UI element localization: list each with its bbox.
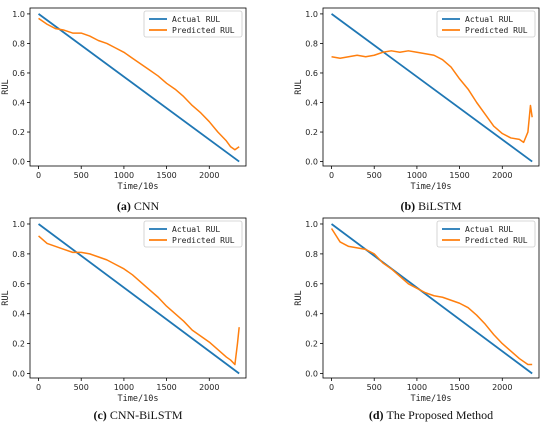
legend-box xyxy=(436,220,536,248)
x-tick-label: 1500 xyxy=(156,171,176,180)
y-tick-label: 0.2 xyxy=(305,340,318,349)
y-tick-label: 0.0 xyxy=(12,370,25,379)
plot-frame xyxy=(29,217,247,379)
y-axis-title: RUL xyxy=(294,290,304,305)
legend-label: Actual RUL xyxy=(172,225,220,234)
y-tick-label: 0.6 xyxy=(305,69,318,78)
chart-panel-3: 0 500 1000 1500 2000 0.0 0.2 0.4 0.6 0.8 1.0 Time/1… xyxy=(1,217,247,422)
x-tick-label: 1000 xyxy=(407,383,427,392)
legend-label: Actual RUL xyxy=(172,15,220,24)
x-tick-label: 0 xyxy=(36,383,41,392)
caption-text: BiLSTM xyxy=(418,199,462,213)
y-tick-label: 1.0 xyxy=(12,220,25,229)
caption-letter: (b) xyxy=(400,199,418,213)
x-tick-label: 500 xyxy=(74,383,89,392)
y-tick-label: 0.4 xyxy=(12,310,25,319)
panel-caption: (c) CNN-BiLSTM xyxy=(93,408,182,422)
series-line-predicted-rul xyxy=(38,235,240,366)
y-tick-label: 0.8 xyxy=(305,250,318,259)
x-tick-label: 1000 xyxy=(407,171,427,180)
series-line-predicted-rul xyxy=(331,50,533,144)
series-line-predicted-rul xyxy=(38,17,240,151)
legend-label: Predicted RUL xyxy=(172,236,235,245)
legend-box xyxy=(143,220,243,248)
x-tick-label: 0 xyxy=(36,171,41,180)
x-tick-label: 1500 xyxy=(156,383,176,392)
x-tick-label: 500 xyxy=(367,171,382,180)
x-tick-label: 1500 xyxy=(449,171,469,180)
x-tick-label: 500 xyxy=(367,383,382,392)
series-line-actual-rul xyxy=(38,223,240,375)
y-tick-label: 0.2 xyxy=(12,128,25,137)
caption-text: CNN xyxy=(134,199,160,213)
y-tick-label: 1.0 xyxy=(305,220,318,229)
legend-label: Predicted RUL xyxy=(172,26,235,35)
plot-frame xyxy=(322,7,540,167)
chart-panel-4: 0 500 1000 1500 2000 0.0 0.2 0.4 0.6 0.8 1.0 Time/1… xyxy=(294,217,540,422)
y-tick-label: 1.0 xyxy=(305,10,318,19)
x-tick-label: 1000 xyxy=(114,171,134,180)
legend-label: Actual RUL xyxy=(465,15,513,24)
x-tick-label: 2000 xyxy=(199,171,219,180)
legend: Actual RUL Predicted RUL xyxy=(436,10,536,38)
y-tick-label: 0.8 xyxy=(12,39,25,48)
y-tick-label: 0.0 xyxy=(12,158,25,167)
x-axis-title: Time/10s xyxy=(118,394,159,404)
x-tick-label: 2000 xyxy=(492,383,512,392)
x-tick-label: 0 xyxy=(329,171,334,180)
x-tick-label: 0 xyxy=(329,383,334,392)
panel-caption: (b) BiLSTM xyxy=(400,199,461,213)
y-tick-label: 0.4 xyxy=(305,99,318,108)
x-tick-label: 500 xyxy=(74,171,89,180)
x-axis-title: Time/10s xyxy=(411,182,452,192)
y-tick-label: 0.6 xyxy=(12,69,25,78)
chart-panel-1: 0 500 1000 1500 2000 0.0 0.2 0.4 0.6 0.8 1.0 Time/1… xyxy=(1,7,247,213)
legend-box xyxy=(436,10,536,38)
caption-letter: (a) xyxy=(117,199,134,213)
panel-caption: (a) CNN xyxy=(117,199,160,213)
x-tick-label: 1000 xyxy=(114,383,134,392)
x-axis-title: Time/10s xyxy=(118,182,159,192)
caption-text: The Proposed Method xyxy=(387,408,494,422)
legend: Actual RUL Predicted RUL xyxy=(143,10,243,38)
y-axis-title: RUL xyxy=(1,290,11,305)
x-tick-label: 1500 xyxy=(449,383,469,392)
y-tick-label: 0.4 xyxy=(305,310,318,319)
y-tick-label: 0.6 xyxy=(12,280,25,289)
y-axis-title: RUL xyxy=(1,79,11,94)
legend: Actual RUL Predicted RUL xyxy=(436,220,536,248)
x-tick-label: 2000 xyxy=(199,383,219,392)
series-line-actual-rul xyxy=(331,13,533,163)
x-axis-title: Time/10s xyxy=(411,394,452,404)
legend-label: Actual RUL xyxy=(465,225,513,234)
legend-label: Predicted RUL xyxy=(465,236,528,245)
y-tick-label: 0.0 xyxy=(305,158,318,167)
y-tick-label: 0.2 xyxy=(305,128,318,137)
y-tick-label: 0.6 xyxy=(305,280,318,289)
legend: Actual RUL Predicted RUL xyxy=(143,220,243,248)
caption-letter: (c) xyxy=(93,408,109,422)
caption-letter: (d) xyxy=(369,408,387,422)
y-tick-label: 0.4 xyxy=(12,99,25,108)
plot-frame xyxy=(322,217,540,379)
x-tick-label: 2000 xyxy=(492,171,512,180)
panel-caption: (d) The Proposed Method xyxy=(369,408,493,422)
y-tick-label: 0.0 xyxy=(305,370,318,379)
caption-text: CNN-BiLSTM xyxy=(110,408,183,422)
y-tick-label: 0.8 xyxy=(305,39,318,48)
legend-box xyxy=(143,10,243,38)
y-axis-title: RUL xyxy=(294,79,304,94)
plot-frame xyxy=(29,7,247,167)
y-tick-label: 1.0 xyxy=(12,10,25,19)
legend-label: Predicted RUL xyxy=(465,26,528,35)
series-line-predicted-rul xyxy=(330,228,533,366)
y-tick-label: 0.8 xyxy=(12,250,25,259)
series-line-actual-rul xyxy=(38,13,240,163)
chart-panel-2: 0 500 1000 1500 2000 0.0 0.2 0.4 0.6 0.8 1.0 Time/1… xyxy=(294,7,540,213)
y-tick-label: 0.2 xyxy=(12,340,25,349)
